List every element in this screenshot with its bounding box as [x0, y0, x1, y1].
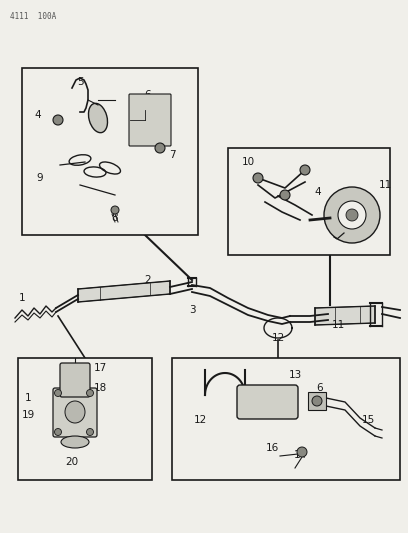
Bar: [172, 358, 400, 480]
Text: 7: 7: [169, 150, 175, 160]
Circle shape: [53, 115, 63, 125]
Circle shape: [253, 173, 263, 183]
Text: 2: 2: [145, 275, 151, 285]
Polygon shape: [78, 281, 170, 302]
Bar: [22, 68, 198, 235]
Text: 5: 5: [77, 77, 83, 87]
Circle shape: [280, 190, 290, 200]
Circle shape: [338, 201, 366, 229]
Text: 4111  100A: 4111 100A: [10, 12, 56, 21]
Text: 13: 13: [288, 370, 302, 380]
Circle shape: [86, 390, 93, 397]
Text: 3: 3: [188, 305, 195, 315]
Text: 20: 20: [65, 457, 79, 467]
FancyBboxPatch shape: [53, 388, 97, 437]
FancyBboxPatch shape: [237, 385, 298, 419]
Circle shape: [111, 206, 119, 214]
Text: 6: 6: [145, 90, 151, 100]
Text: 19: 19: [21, 410, 35, 420]
Circle shape: [300, 165, 310, 175]
Text: 1: 1: [25, 393, 31, 403]
Text: 14: 14: [293, 450, 307, 460]
Text: 18: 18: [93, 383, 106, 393]
Circle shape: [312, 396, 322, 406]
FancyBboxPatch shape: [129, 94, 171, 146]
Text: 15: 15: [361, 415, 375, 425]
Text: 16: 16: [265, 443, 279, 453]
Text: 17: 17: [93, 363, 106, 373]
Circle shape: [55, 390, 62, 397]
Ellipse shape: [65, 401, 85, 423]
Text: 12: 12: [271, 333, 285, 343]
Bar: [308, 392, 326, 410]
Circle shape: [297, 447, 307, 457]
Text: 4: 4: [315, 187, 322, 197]
Ellipse shape: [61, 436, 89, 448]
Circle shape: [324, 187, 380, 243]
Bar: [18, 358, 152, 480]
Polygon shape: [315, 306, 375, 325]
Circle shape: [155, 143, 165, 153]
Circle shape: [55, 429, 62, 435]
Circle shape: [86, 429, 93, 435]
Circle shape: [346, 209, 358, 221]
Text: 8: 8: [112, 213, 118, 223]
Ellipse shape: [89, 103, 108, 133]
Text: 10: 10: [242, 157, 255, 167]
Text: 11: 11: [331, 320, 345, 330]
FancyBboxPatch shape: [60, 363, 90, 397]
Text: 4: 4: [35, 110, 41, 120]
Text: 11: 11: [378, 180, 392, 190]
Text: 9: 9: [37, 173, 43, 183]
Text: 1: 1: [19, 293, 25, 303]
Text: 6: 6: [317, 383, 323, 393]
Bar: [228, 148, 390, 255]
Text: 12: 12: [193, 415, 206, 425]
